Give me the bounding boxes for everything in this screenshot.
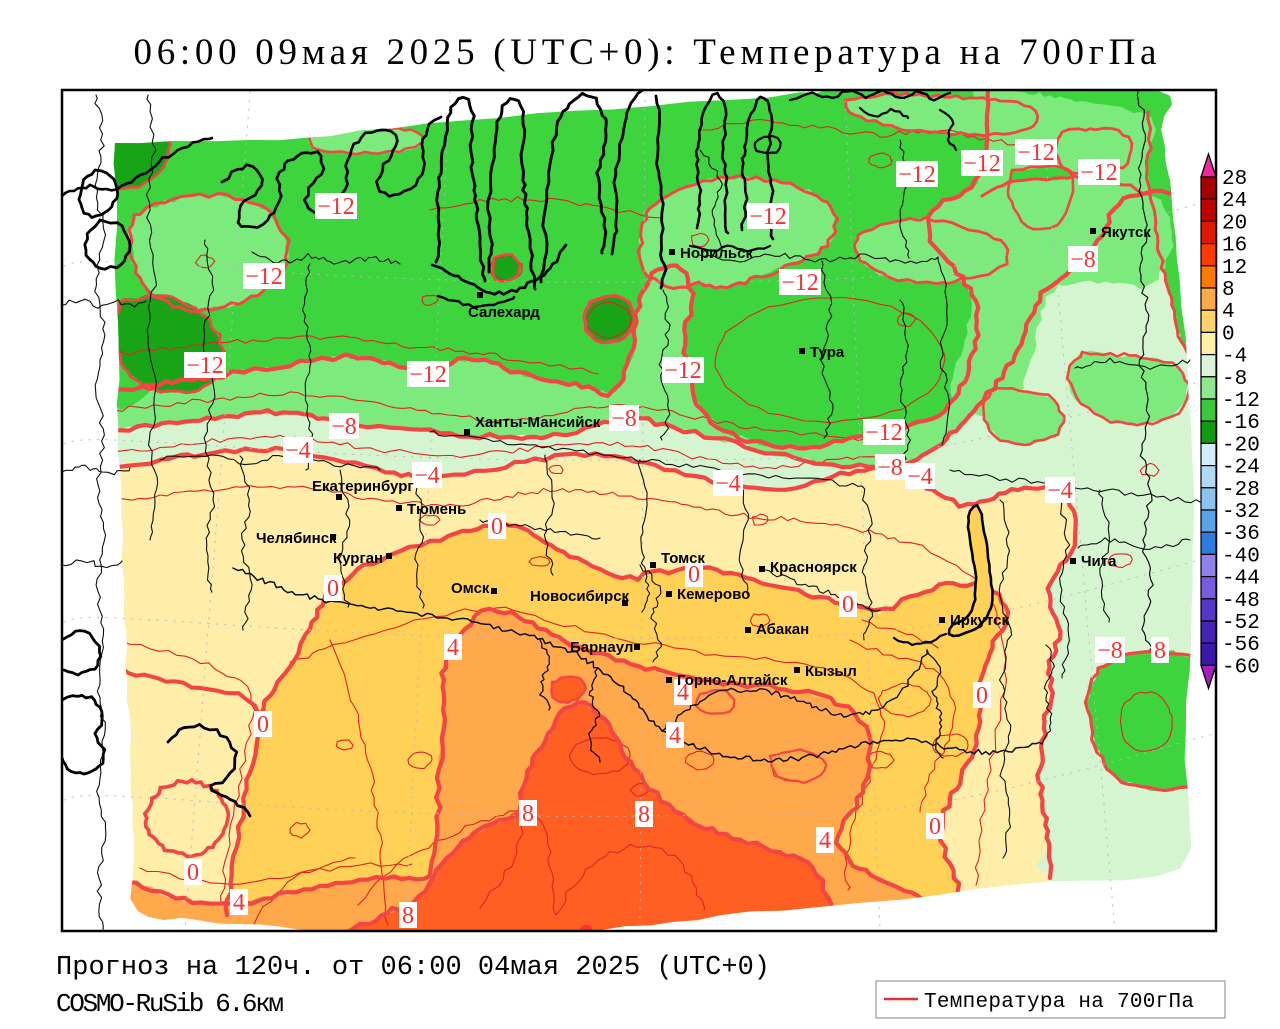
- svg-text:−8: −8: [611, 406, 637, 432]
- svg-text:Абакан: Абакан: [756, 621, 809, 638]
- svg-text:8: 8: [1222, 279, 1235, 302]
- svg-text:−12: −12: [317, 194, 355, 220]
- svg-text:Курган: Курган: [333, 550, 383, 567]
- svg-text:Прогноз на 120ч. от 06:00 04ма: Прогноз на 120ч. от 06:00 04мая 2025 (UT…: [56, 953, 770, 983]
- svg-text:−12: −12: [245, 264, 283, 290]
- svg-text:4: 4: [669, 723, 681, 749]
- svg-text:Ханты-Мансийск: Ханты-Мансийск: [475, 414, 601, 431]
- svg-text:−12: −12: [1017, 140, 1055, 166]
- svg-text:-44: -44: [1222, 568, 1260, 591]
- svg-text:Чита: Чита: [1081, 553, 1117, 570]
- svg-text:-4: -4: [1222, 346, 1247, 369]
- svg-text:Норильск: Норильск: [680, 245, 753, 262]
- svg-text:−12: −12: [664, 358, 702, 384]
- svg-text:Тюмень: Тюмень: [407, 501, 466, 518]
- svg-text:Омск: Омск: [451, 580, 490, 597]
- svg-text:−12: −12: [1080, 160, 1118, 186]
- svg-text:-60: -60: [1222, 656, 1260, 679]
- svg-text:0: 0: [976, 683, 988, 709]
- svg-text:Екатеринбург: Екатеринбург: [312, 478, 414, 495]
- svg-text:Новосибирск: Новосибирск: [530, 588, 630, 605]
- svg-text:Кемерово: Кемерово: [677, 586, 750, 603]
- svg-text:4: 4: [1222, 301, 1235, 324]
- svg-text:0: 0: [842, 592, 854, 618]
- svg-text:24: 24: [1222, 190, 1247, 213]
- svg-text:-24: -24: [1222, 457, 1260, 480]
- svg-text:-28: -28: [1222, 479, 1260, 502]
- svg-text:Челябинск: Челябинск: [256, 530, 337, 547]
- svg-text:Горно-Алтайск: Горно-Алтайск: [677, 672, 788, 689]
- svg-text:Иркутск: Иркутск: [950, 612, 1009, 629]
- svg-text:-16: -16: [1222, 412, 1260, 435]
- svg-text:−4: −4: [715, 471, 741, 497]
- svg-text:4: 4: [447, 635, 459, 661]
- svg-text:-48: -48: [1222, 590, 1260, 613]
- svg-text:0: 0: [187, 860, 199, 886]
- svg-text:4: 4: [677, 680, 689, 706]
- svg-text:0: 0: [327, 576, 339, 602]
- svg-text:4: 4: [819, 828, 831, 854]
- svg-text:Барнаул: Барнаул: [570, 639, 633, 656]
- svg-text:−8: −8: [1070, 247, 1096, 273]
- svg-text:-52: -52: [1222, 612, 1260, 635]
- svg-text:0: 0: [491, 514, 503, 540]
- svg-text:16: 16: [1222, 235, 1247, 258]
- svg-text:−12: −12: [749, 204, 787, 230]
- svg-text:-32: -32: [1222, 501, 1260, 524]
- svg-text:Томск: Томск: [661, 550, 705, 567]
- svg-text:−12: −12: [865, 420, 903, 446]
- svg-text:8: 8: [522, 801, 534, 827]
- svg-text:−12: −12: [963, 151, 1001, 177]
- svg-text:8: 8: [638, 802, 650, 828]
- svg-text:Красноярск: Красноярск: [770, 559, 857, 576]
- svg-text:−4: −4: [1047, 478, 1073, 504]
- svg-text:COSMO-RuSib 6.6км: COSMO-RuSib 6.6км: [56, 989, 284, 1019]
- svg-text:0: 0: [1222, 323, 1235, 346]
- svg-text:−8: −8: [331, 414, 357, 440]
- svg-text:-56: -56: [1222, 634, 1260, 657]
- svg-text:0: 0: [257, 712, 269, 738]
- svg-text:−8: −8: [1097, 638, 1123, 664]
- svg-text:−12: −12: [781, 270, 819, 296]
- svg-text:20: 20: [1222, 212, 1247, 235]
- svg-text:−12: −12: [409, 362, 447, 388]
- svg-text:8: 8: [1154, 638, 1166, 664]
- svg-text:Салехард: Салехард: [468, 304, 540, 321]
- svg-text:Температура на 700гПа: Температура на 700гПа: [924, 991, 1194, 1014]
- svg-text:0: 0: [688, 562, 700, 588]
- svg-text:-12: -12: [1222, 390, 1260, 413]
- svg-text:−4: −4: [907, 464, 933, 490]
- svg-text:-8: -8: [1222, 368, 1247, 391]
- svg-text:−4: −4: [414, 463, 440, 489]
- svg-text:0: 0: [929, 814, 941, 840]
- svg-text:4: 4: [233, 890, 245, 916]
- svg-text:-40: -40: [1222, 545, 1260, 568]
- svg-text:Якутск: Якутск: [1101, 224, 1151, 241]
- svg-text:12: 12: [1222, 257, 1247, 280]
- svg-text:-36: -36: [1222, 523, 1260, 546]
- svg-text:8: 8: [402, 903, 414, 929]
- svg-text:−12: −12: [186, 353, 224, 379]
- svg-text:−4: −4: [285, 438, 311, 464]
- svg-text:−8: −8: [877, 455, 903, 481]
- svg-text:28: 28: [1222, 168, 1247, 191]
- svg-text:Тура: Тура: [810, 344, 845, 361]
- svg-text:Кызыл: Кызыл: [805, 663, 857, 680]
- svg-text:−12: −12: [898, 162, 936, 188]
- svg-text:-20: -20: [1222, 434, 1260, 457]
